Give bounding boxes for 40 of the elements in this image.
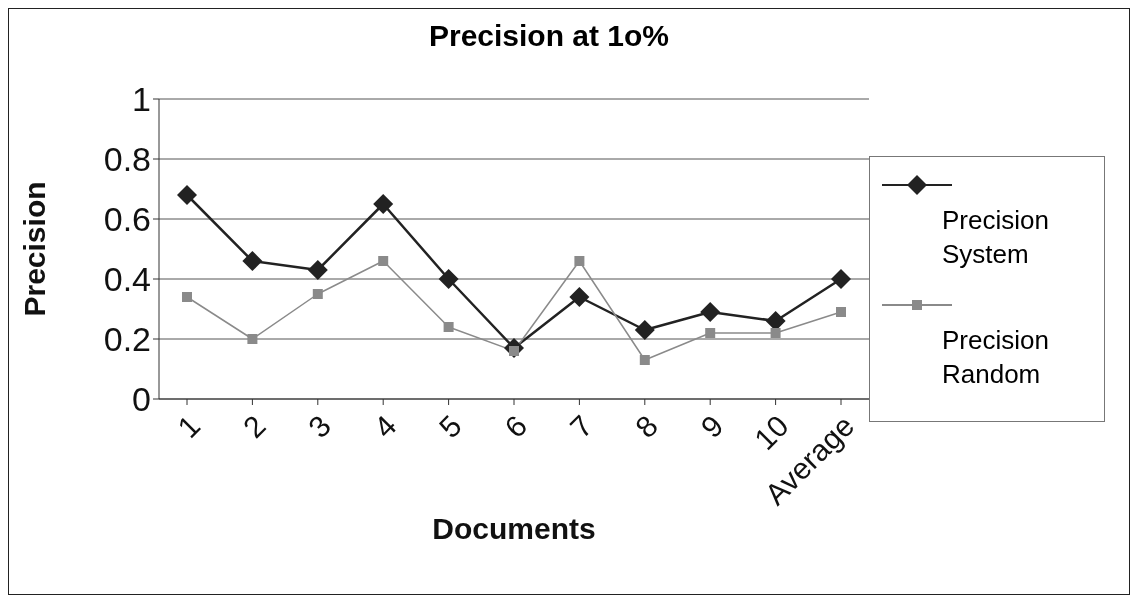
legend-label: Precision System bbox=[941, 204, 1050, 271]
point bbox=[634, 320, 655, 340]
x-tick-label: 5 bbox=[432, 408, 468, 445]
point bbox=[836, 307, 846, 317]
point bbox=[182, 292, 192, 302]
y-tick-label: 0.6 bbox=[103, 200, 151, 239]
x-tick-label: 1 bbox=[171, 408, 207, 445]
y-tick-label: 0.8 bbox=[103, 140, 151, 179]
x-tick-label: 9 bbox=[694, 408, 730, 445]
point bbox=[307, 260, 328, 280]
point bbox=[247, 334, 258, 344]
chart-title: Precision at 1o% bbox=[427, 19, 671, 53]
x-axis-title: Documents bbox=[432, 512, 596, 545]
y-axis-title: Precision bbox=[17, 181, 51, 317]
point bbox=[700, 302, 721, 322]
point bbox=[242, 251, 263, 271]
x-tick-label: 4 bbox=[367, 408, 403, 445]
point bbox=[373, 194, 394, 214]
legend-label: Precision Random bbox=[941, 324, 1050, 391]
point bbox=[705, 328, 716, 338]
x-tick-label: 8 bbox=[628, 408, 665, 445]
x-tick-label: 2 bbox=[236, 408, 272, 445]
point bbox=[443, 322, 454, 332]
y-tick-label: 0 bbox=[132, 380, 151, 419]
x-tick-label: 3 bbox=[301, 408, 338, 445]
point bbox=[312, 289, 323, 299]
point bbox=[765, 311, 786, 331]
x-tick-label: 6 bbox=[498, 408, 534, 445]
y-tick-label: 1 bbox=[132, 80, 151, 119]
point bbox=[639, 355, 650, 365]
point bbox=[378, 256, 389, 266]
x-tick-label: 7 bbox=[563, 408, 599, 445]
y-tick-label: 0.2 bbox=[103, 320, 151, 359]
point bbox=[177, 185, 197, 205]
y-tick-label: 0.4 bbox=[103, 260, 151, 299]
point bbox=[574, 256, 585, 266]
point bbox=[569, 287, 590, 307]
point bbox=[438, 269, 459, 289]
point bbox=[770, 328, 781, 338]
point bbox=[831, 269, 851, 289]
